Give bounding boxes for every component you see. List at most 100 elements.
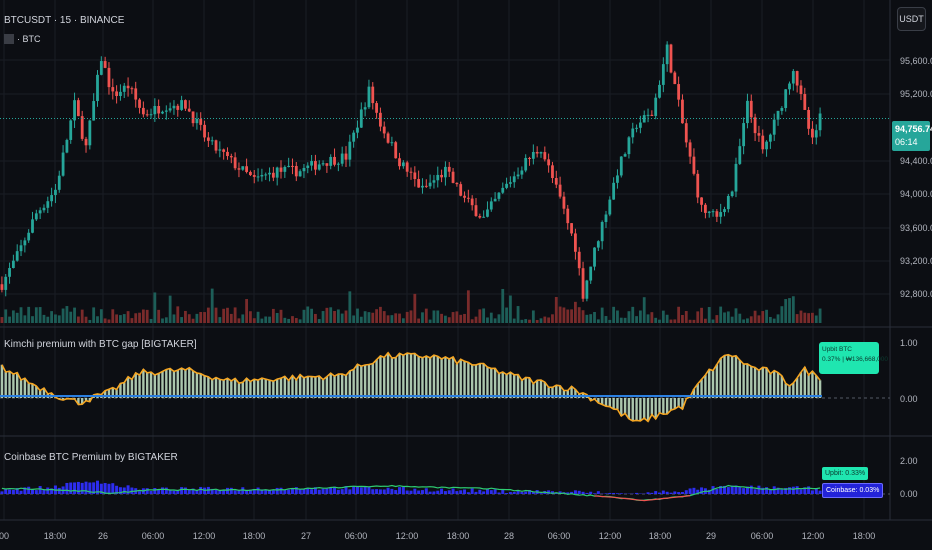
candle-body	[27, 232, 31, 241]
candle-body	[795, 71, 799, 86]
kimchi-bar	[528, 377, 531, 398]
volume-bar	[405, 311, 409, 323]
coinbase-bar	[803, 487, 807, 494]
volume-bar	[543, 316, 547, 323]
volume-bar	[237, 318, 241, 323]
volume-bar	[784, 299, 788, 323]
candle-body	[161, 111, 164, 114]
volume-bar	[673, 319, 677, 323]
coinbase-bar	[692, 487, 696, 494]
coinbase-bar	[738, 486, 742, 494]
volume-bar	[306, 306, 310, 323]
coinbase-bar	[210, 488, 214, 494]
volume-bar	[115, 314, 119, 323]
kimchi-bar	[792, 383, 795, 398]
coinbase-bar	[313, 487, 317, 494]
coinbase-bar	[440, 488, 444, 494]
kimchi-bar	[138, 375, 141, 398]
candle-body	[210, 140, 214, 142]
volume-bar	[417, 318, 421, 323]
coinbase-bar	[791, 486, 795, 494]
volume-bar	[585, 314, 589, 323]
volume-bar	[432, 310, 436, 323]
volume-bar	[707, 307, 711, 323]
candle-body	[409, 171, 413, 173]
candle-body	[738, 146, 742, 164]
candle-body	[245, 166, 248, 172]
candle-body	[359, 109, 363, 128]
time-label: 18:00	[446, 531, 470, 541]
candle-body	[570, 223, 573, 234]
volume-bar	[80, 309, 84, 323]
coinbase-bar	[765, 487, 769, 494]
coinbase-bar	[237, 489, 241, 494]
candle-body	[665, 44, 669, 65]
volume-bar	[222, 308, 226, 323]
kimchi-bar	[795, 378, 799, 398]
candle-body	[562, 196, 566, 209]
candle-body	[203, 124, 206, 138]
candle-body	[574, 233, 577, 252]
volume-bar	[61, 308, 65, 323]
coinbase-bar	[176, 490, 180, 494]
volume-bar	[42, 314, 46, 323]
kimchi-bar	[61, 398, 65, 401]
coinbase-bar	[589, 491, 593, 494]
volume-bar	[726, 311, 730, 323]
kimchi-bar	[352, 369, 355, 398]
coinbase-bar	[348, 489, 352, 494]
volume-bar	[153, 292, 157, 323]
currency-button[interactable]: USDT	[897, 7, 926, 31]
coinbase-bar	[298, 489, 302, 494]
candle-body	[329, 156, 333, 166]
volume-bar	[661, 310, 665, 323]
volume-bar	[814, 315, 818, 323]
coinbase-bar	[570, 491, 574, 494]
volume-bar	[191, 318, 195, 323]
coinbase-bar	[413, 488, 417, 494]
candle-body	[749, 100, 753, 118]
volume-bar	[753, 310, 757, 323]
candle-body	[386, 133, 390, 143]
coinbase-bar	[336, 489, 340, 494]
candle-body	[375, 103, 378, 113]
volume-bar	[279, 309, 283, 323]
time-label: 18:00	[242, 531, 266, 541]
coinbase-bar	[807, 486, 811, 494]
volume-bar	[348, 291, 352, 323]
volume-bar	[149, 318, 153, 323]
volume-bar	[214, 307, 218, 323]
volume-bar	[658, 319, 661, 323]
candle-body	[153, 105, 157, 115]
volume-bar	[554, 296, 558, 323]
price-label: 94,000.00	[900, 189, 932, 199]
volume-bar	[333, 311, 336, 323]
candle-body	[466, 197, 470, 199]
volume-bar	[413, 293, 417, 323]
candle-body	[788, 83, 791, 90]
candle-body	[772, 119, 776, 135]
volume-bar	[375, 309, 378, 323]
kimchi-bar	[463, 361, 466, 398]
candle-body	[417, 179, 421, 188]
price-label: 94,400.00	[900, 156, 932, 166]
kimchi-bar	[432, 355, 436, 398]
kimchi-bar	[730, 356, 734, 398]
coinbase-bar	[122, 487, 126, 494]
coinbase-bar	[742, 488, 746, 494]
volume-bar	[302, 309, 306, 323]
kimchi-bar	[199, 373, 202, 398]
kimchi-bar	[535, 380, 539, 398]
volume-bar	[493, 318, 497, 323]
candle-body	[107, 67, 111, 88]
coinbase-bar	[126, 485, 130, 494]
coinbase-bar	[795, 486, 799, 494]
volume-bar	[596, 319, 600, 323]
candle-body	[528, 157, 531, 159]
volume-bar	[352, 315, 356, 323]
volume-bar	[711, 319, 715, 323]
coinbase-bar	[95, 480, 99, 494]
coinbase-bar	[398, 487, 402, 494]
kimchi-bar	[8, 371, 11, 398]
